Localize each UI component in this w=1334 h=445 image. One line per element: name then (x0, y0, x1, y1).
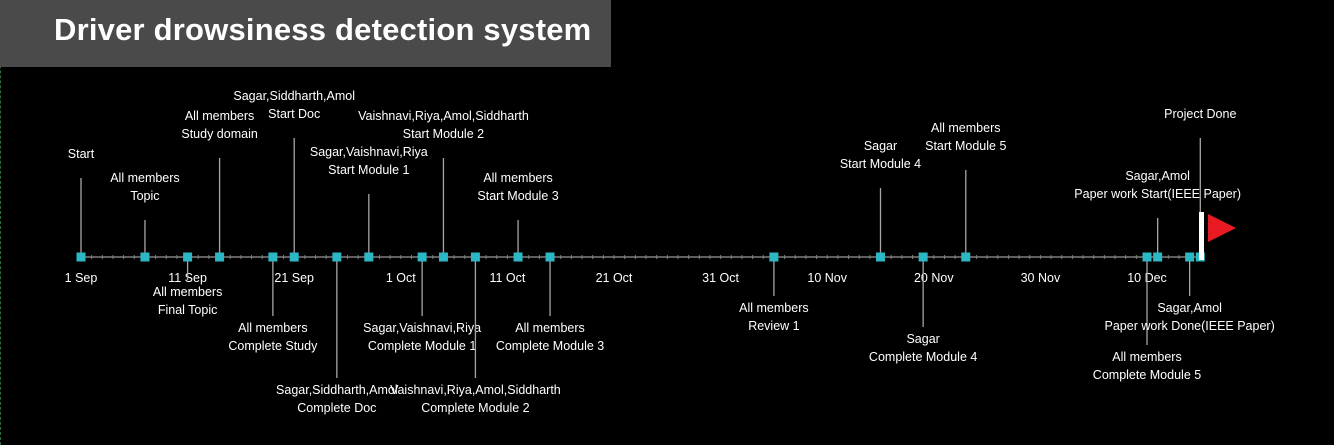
milestone-title-label: Complete Module 1 (368, 339, 476, 353)
milestone-marker (215, 252, 225, 262)
milestone-owner-label: All members (238, 321, 307, 335)
milestone-marker (438, 252, 448, 262)
milestone-marker (289, 252, 299, 262)
milestone-owner-label: All members (1112, 350, 1181, 364)
milestone-marker (470, 252, 480, 262)
milestone-title-label: Complete Module 3 (496, 339, 604, 353)
milestone-owner-label: Vaishnavi,Riya,Amol,Siddharth (390, 383, 561, 397)
axis-date-label: 1 Oct (386, 271, 416, 285)
milestone-owner-label: Sagar,Siddharth,Amol (276, 383, 398, 397)
milestone-owner-label: Sagar,Siddharth,Amol (233, 89, 355, 103)
milestone-title-label: Review 1 (748, 319, 799, 333)
milestone-marker (140, 252, 150, 262)
milestone-title-label: Start Module 1 (328, 163, 409, 177)
axis-date-label: 21 Sep (274, 271, 314, 285)
milestone-marker (1142, 252, 1152, 262)
axis-date-label: 20 Nov (914, 271, 954, 285)
milestone-title-label: Final Topic (158, 303, 218, 317)
milestone-title-label: Complete Module 4 (869, 350, 977, 364)
milestone-marker (545, 252, 555, 262)
milestone-owner-label: All members (185, 109, 254, 123)
red-flag-icon (1208, 214, 1236, 242)
axis-date-label: 21 Oct (596, 271, 633, 285)
axis-date-label: 31 Oct (702, 271, 739, 285)
milestone-owner-label: All members (110, 171, 179, 185)
axis-date-label: 1 Sep (65, 271, 98, 285)
milestone-title-label: Start Module 5 (925, 139, 1006, 153)
milestone-title-label: Start Module 4 (840, 157, 921, 171)
milestone-owner-label: Vaishnavi,Riya,Amol,Siddharth (358, 109, 529, 123)
milestone-owner-label: All members (515, 321, 584, 335)
milestone-owner-label: Sagar,Amol (1157, 301, 1222, 315)
milestone-title-label: Project Done (1164, 107, 1236, 121)
milestone-title-label: Complete Module 2 (421, 401, 529, 415)
page-left-border (0, 0, 2, 445)
milestone-title-label: Topic (130, 189, 159, 203)
milestone-marker (876, 252, 885, 262)
axis-date-label: 11 Oct (489, 271, 525, 285)
milestone-marker (1153, 252, 1163, 262)
milestone-marker (1185, 252, 1195, 262)
milestone-owner-label: All members (739, 301, 808, 315)
axis-date-label: 30 Nov (1021, 271, 1061, 285)
milestone-marker (918, 252, 928, 262)
milestone-title-label: Study domain (181, 127, 257, 141)
milestone-title-label: Paper work Done(IEEE Paper) (1105, 319, 1275, 333)
milestone-owner-label: All members (153, 285, 222, 299)
milestone-title-label: Start (68, 147, 95, 161)
milestone-owner-label: Sagar,Vaishnavi,Riya (363, 321, 481, 335)
milestone-owner-label: Sagar,Amol (1125, 169, 1190, 183)
milestone-marker (961, 252, 971, 262)
milestone-owner-label: Sagar (864, 139, 897, 153)
milestone-title-label: Complete Module 5 (1093, 368, 1201, 382)
milestone-marker (513, 252, 523, 262)
end-post (1199, 212, 1204, 260)
milestone-marker (76, 252, 86, 262)
milestone-owner-label: Sagar (906, 332, 939, 346)
milestone-marker (769, 252, 779, 262)
milestone-marker (417, 252, 427, 262)
axis-date-label: 10 Nov (807, 271, 847, 285)
milestone-marker (332, 252, 342, 262)
milestone-title-label: Start Module 2 (403, 127, 484, 141)
milestone-title-label: Complete Doc (297, 401, 376, 415)
milestone-title-label: Paper work Start(IEEE Paper) (1074, 187, 1241, 201)
page-title: Driver drowsiness detection system (54, 12, 592, 47)
milestone-owner-label: All members (483, 171, 552, 185)
milestone-owner-label: Sagar,Vaishnavi,Riya (310, 145, 428, 159)
title-bar: Driver drowsiness detection system (0, 0, 611, 67)
milestone-title-label: Start Module 3 (477, 189, 558, 203)
milestone-owner-label: All members (931, 121, 1000, 135)
milestone-marker (364, 252, 374, 262)
milestone-title-label: Complete Study (228, 339, 318, 353)
milestone-title-label: Start Doc (268, 107, 320, 121)
milestone-marker (183, 252, 193, 262)
milestone-marker (268, 252, 278, 262)
